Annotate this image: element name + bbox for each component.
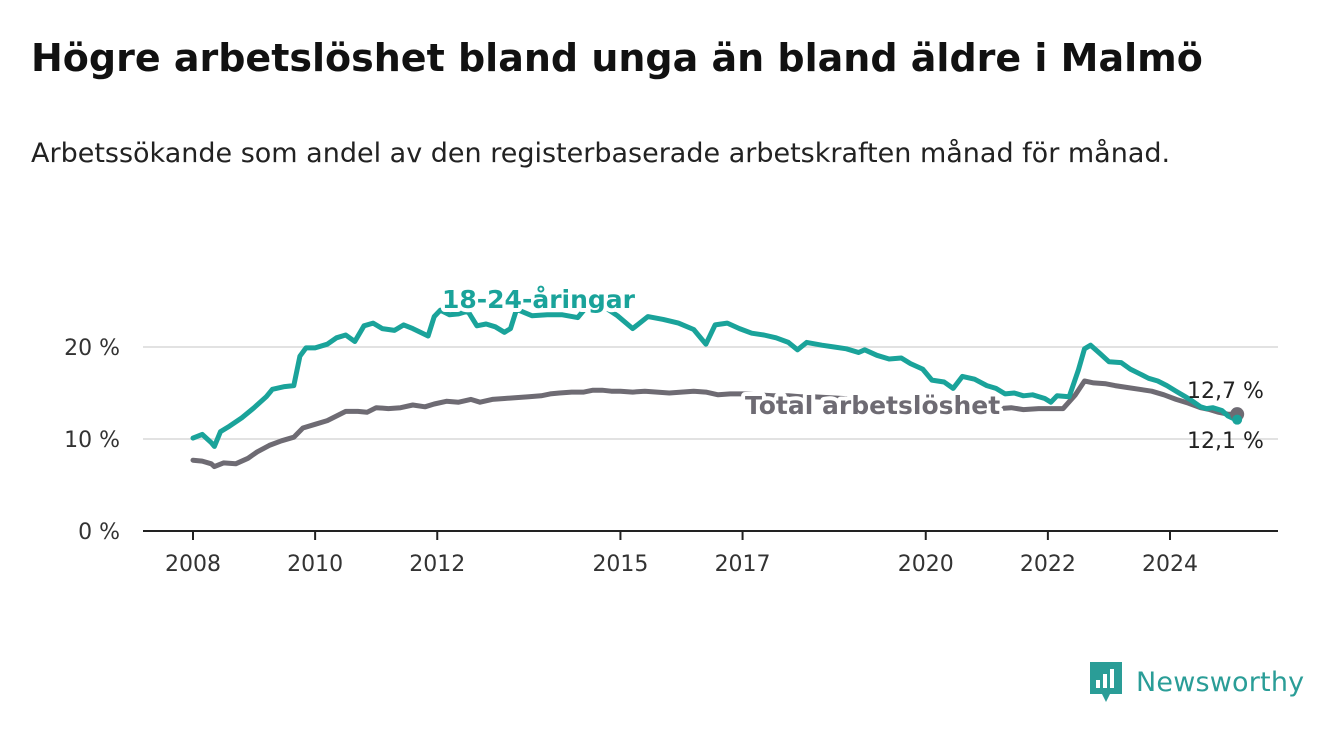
x-tick-label: 2012: [409, 552, 465, 577]
series-label-total: Total arbetslöshet: [745, 391, 1000, 420]
brand-name: Newsworthy: [1136, 666, 1305, 698]
end-label-youth: 12,1 %: [1187, 429, 1264, 454]
x-tick-label: 2020: [898, 552, 954, 577]
y-tick-label: 0 %: [78, 520, 120, 545]
series-label-total-halo: Total arbetslöshet: [745, 391, 1000, 420]
x-tick-label: 2010: [287, 552, 343, 577]
series-line-total: [190, 378, 1240, 470]
x-tick-label: 2022: [1020, 552, 1076, 577]
newsworthy-logo-icon: [1090, 662, 1122, 702]
x-tick-label: 2017: [715, 552, 771, 577]
x-tick-label: 2015: [592, 552, 648, 577]
y-tick-label: 20 %: [64, 336, 120, 361]
series-lines: [190, 303, 1245, 470]
series-label-youth: 18-24-åringar: [442, 285, 636, 314]
x-tick-label: 2008: [165, 552, 221, 577]
end-label-total: 12,7 %: [1187, 379, 1264, 404]
chart-subtitle: Arbetssökande som andel av den registerb…: [31, 138, 1171, 169]
series-line-youth: [190, 303, 1240, 449]
x-tick-label: 2024: [1142, 552, 1198, 577]
y-tick-label: 10 %: [64, 428, 120, 453]
chart-title: Högre arbetslöshet bland unga än bland ä…: [31, 36, 1203, 80]
series-label-youth-halo: 18-24-åringar: [442, 285, 636, 314]
brand-logo: Newsworthy: [1088, 660, 1304, 704]
axes: 0 % 10 % 20 % 2008 2010 2012 2015 2017 2020 2022 2…: [64, 336, 1278, 577]
end-point-youth: [1232, 414, 1243, 425]
